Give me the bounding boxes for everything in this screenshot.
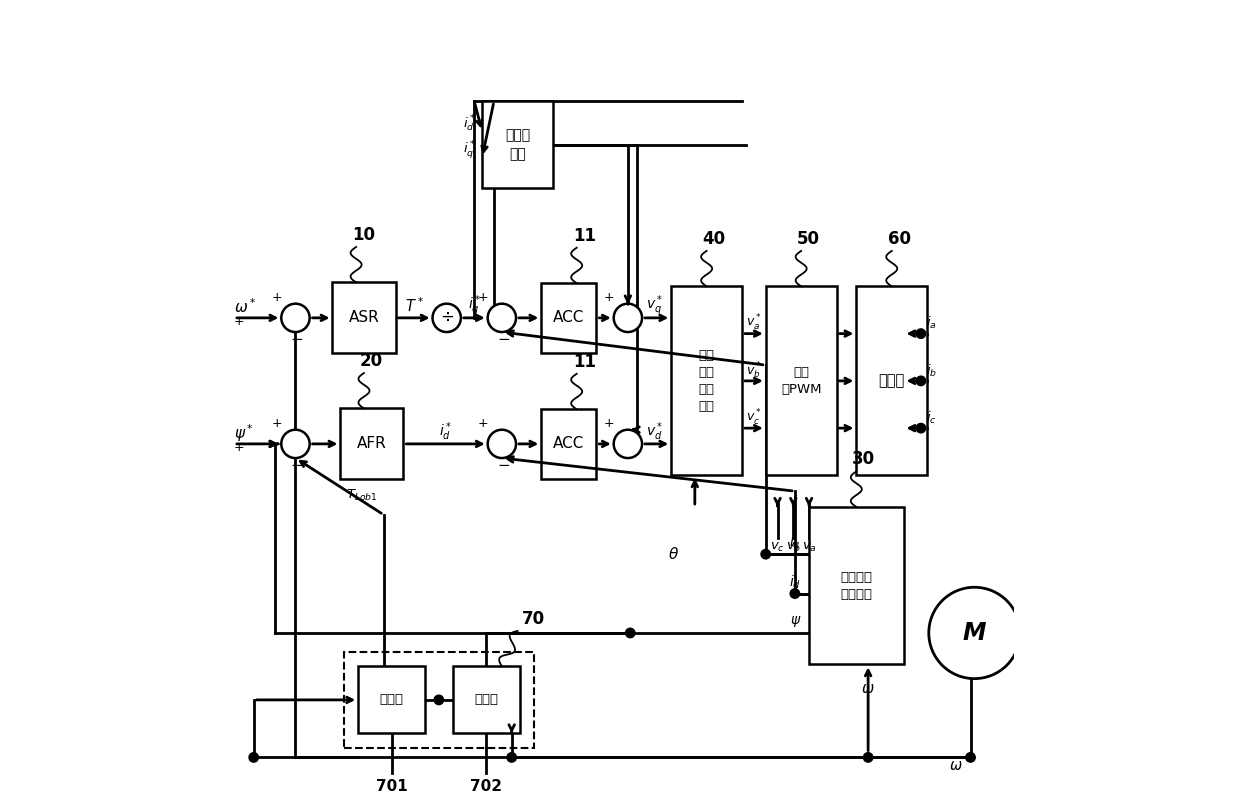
Text: $v_a$: $v_a$: [801, 541, 816, 555]
Circle shape: [614, 304, 642, 332]
Text: ACC: ACC: [553, 310, 584, 326]
Text: 70: 70: [522, 610, 544, 628]
Bar: [541, 283, 596, 353]
Circle shape: [433, 304, 461, 332]
Circle shape: [281, 304, 310, 332]
Text: 电流控
制器: 电流控 制器: [505, 128, 531, 160]
Text: 20: 20: [360, 352, 383, 369]
Text: $i_d^*$: $i_d^*$: [439, 420, 453, 443]
Text: 30: 30: [852, 450, 875, 468]
Text: 第二
矢量
变换
模块: 第二 矢量 变换 模块: [698, 349, 714, 413]
Text: $v_b^*$: $v_b^*$: [746, 361, 761, 381]
Text: ÷: ÷: [440, 308, 454, 326]
Circle shape: [625, 628, 635, 638]
Text: 50: 50: [797, 230, 820, 247]
Circle shape: [249, 753, 258, 762]
Text: +: +: [477, 417, 489, 430]
Text: −: −: [497, 333, 510, 347]
Text: $\omega$: $\omega$: [862, 681, 875, 696]
Text: 11: 11: [573, 227, 595, 245]
Text: +: +: [477, 291, 489, 304]
Bar: [343, 652, 533, 748]
Text: +: +: [233, 315, 244, 328]
Circle shape: [929, 587, 1021, 678]
Text: $i_q$: $i_q$: [790, 534, 801, 553]
Circle shape: [281, 429, 310, 458]
Text: $i_d^*$: $i_d^*$: [463, 113, 476, 134]
Text: $v_a^*$: $v_a^*$: [746, 314, 761, 334]
Text: $T_{Lob1}$: $T_{Lob1}$: [346, 488, 377, 503]
Text: $v_c^*$: $v_c^*$: [746, 408, 761, 428]
Text: $\omega$: $\omega$: [949, 758, 962, 772]
Bar: [340, 409, 403, 480]
Bar: [766, 286, 837, 476]
Text: −: −: [497, 458, 510, 473]
Text: +: +: [272, 291, 281, 304]
Text: −: −: [290, 333, 304, 347]
Bar: [671, 286, 742, 476]
Text: 第一矢量
变换模块: 第一矢量 变换模块: [841, 571, 872, 601]
Text: +: +: [272, 417, 281, 430]
Text: +: +: [604, 291, 614, 304]
Text: $v_b$: $v_b$: [786, 541, 801, 555]
Text: $v_q^*$: $v_q^*$: [646, 293, 663, 318]
Text: $v_d^*$: $v_d^*$: [646, 420, 663, 443]
Text: 60: 60: [888, 230, 911, 247]
Text: AFR: AFR: [357, 437, 387, 452]
Text: ACC: ACC: [553, 437, 584, 452]
Circle shape: [487, 304, 516, 332]
Circle shape: [916, 329, 925, 338]
Text: 积分器: 积分器: [474, 693, 498, 706]
Circle shape: [916, 424, 925, 433]
Text: 702: 702: [470, 780, 502, 795]
Circle shape: [916, 376, 925, 385]
Text: $i_a$: $i_a$: [926, 315, 937, 331]
Circle shape: [507, 753, 516, 762]
Text: −: −: [290, 458, 304, 473]
Text: +: +: [604, 417, 614, 430]
Text: M: M: [962, 621, 986, 645]
Text: $i_c$: $i_c$: [926, 410, 937, 426]
Bar: [541, 409, 596, 479]
Circle shape: [790, 589, 800, 598]
Text: ASR: ASR: [348, 310, 379, 326]
Text: $\omega^*$: $\omega^*$: [234, 298, 257, 316]
Bar: [482, 101, 553, 188]
Bar: [332, 282, 396, 354]
Text: 调节器: 调节器: [379, 693, 403, 706]
Text: $i_q^*$: $i_q^*$: [463, 139, 476, 160]
Text: +: +: [233, 441, 244, 454]
Circle shape: [966, 753, 975, 762]
Text: $\theta$: $\theta$: [668, 546, 680, 562]
Text: $\psi^*$: $\psi^*$: [234, 422, 254, 444]
Text: $i_q^*$: $i_q^*$: [467, 293, 481, 318]
Text: $T^*$: $T^*$: [404, 296, 424, 314]
Text: 11: 11: [573, 353, 595, 370]
Bar: [808, 507, 904, 665]
Text: 40: 40: [703, 230, 725, 247]
Bar: [857, 286, 928, 476]
Circle shape: [614, 429, 642, 458]
Text: $i_b$: $i_b$: [926, 362, 937, 379]
Circle shape: [863, 753, 873, 762]
Text: $\psi$: $\psi$: [790, 614, 801, 630]
Text: $i_d$: $i_d$: [789, 574, 801, 591]
Bar: [358, 666, 425, 733]
Circle shape: [434, 695, 444, 705]
Circle shape: [761, 550, 770, 559]
Text: $v_c$: $v_c$: [770, 541, 785, 555]
Text: 多电
平PWM: 多电 平PWM: [781, 365, 821, 396]
Bar: [453, 666, 520, 733]
Circle shape: [487, 429, 516, 458]
Text: 10: 10: [352, 226, 376, 244]
Text: 逆变器: 逆变器: [879, 373, 905, 389]
Text: 701: 701: [376, 780, 408, 795]
